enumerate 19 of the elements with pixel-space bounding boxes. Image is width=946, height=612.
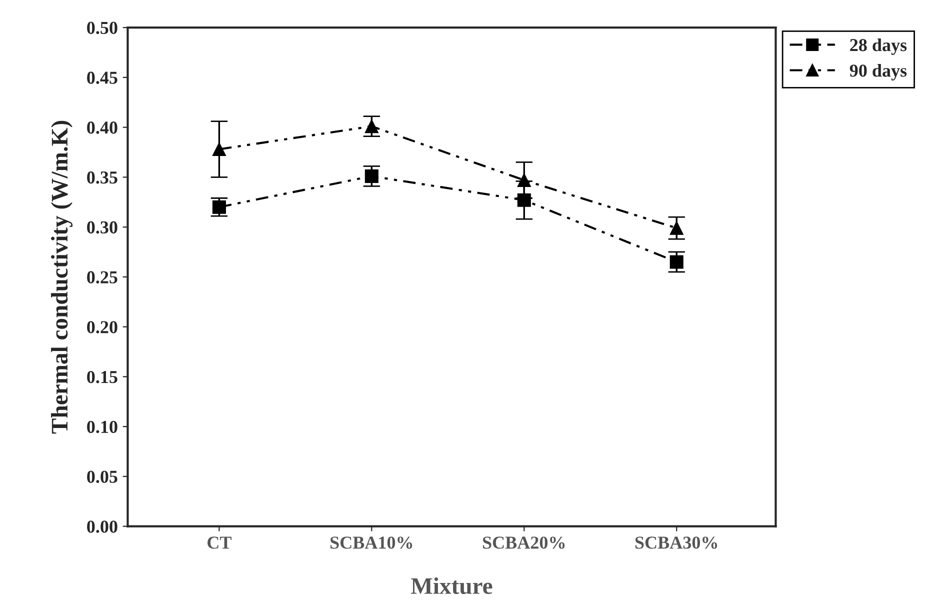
y-tick-label: 0.50: [87, 22, 118, 34]
legend-label: 28 days: [850, 38, 907, 55]
y-axis-title: Thermal conductivity (W/m.K): [51, 120, 72, 434]
y-tick-label: 0.20: [87, 321, 118, 334]
y-tick-label: 0.10: [87, 420, 118, 434]
x-axis-title: Mixture: [411, 577, 492, 594]
x-tick-label: SCBA10%: [330, 536, 412, 549]
legend-label: 90 days: [850, 64, 907, 80]
y-tick-label: 0.40: [87, 122, 118, 134]
x-tick-label: SCBA30%: [635, 536, 718, 549]
y-tick-label: 0.25: [87, 271, 118, 284]
y-tick-label: 0.30: [87, 221, 118, 234]
y-tick-label: 0.05: [87, 470, 118, 483]
y-tick-label: 0.00: [87, 520, 118, 533]
x-tick-label: CT: [208, 536, 232, 549]
y-tick-label: 0.45: [87, 72, 118, 84]
y-tick-label: 0.35: [87, 171, 118, 184]
x-tick-label: SCBA20%: [482, 536, 565, 549]
y-tick-label: 0.15: [87, 370, 118, 384]
